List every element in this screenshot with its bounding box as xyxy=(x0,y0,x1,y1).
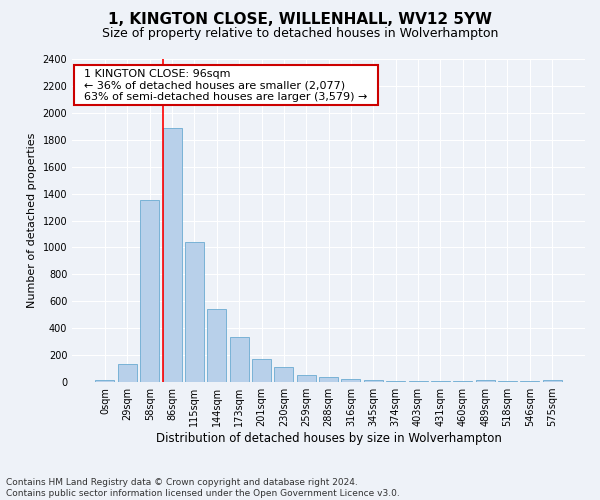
Text: Size of property relative to detached houses in Wolverhampton: Size of property relative to detached ho… xyxy=(102,28,498,40)
X-axis label: Distribution of detached houses by size in Wolverhampton: Distribution of detached houses by size … xyxy=(155,432,502,445)
Bar xyxy=(118,364,137,382)
Bar xyxy=(476,380,494,382)
Bar xyxy=(140,200,159,382)
Bar xyxy=(163,128,182,382)
Text: Contains HM Land Registry data © Crown copyright and database right 2024.
Contai: Contains HM Land Registry data © Crown c… xyxy=(6,478,400,498)
Bar xyxy=(341,380,361,382)
Bar xyxy=(252,359,271,382)
Bar xyxy=(95,380,115,382)
Bar xyxy=(274,368,293,382)
Bar xyxy=(297,374,316,382)
Bar xyxy=(230,337,248,382)
Bar xyxy=(364,380,383,382)
Y-axis label: Number of detached properties: Number of detached properties xyxy=(27,133,37,308)
Bar xyxy=(207,310,226,382)
Bar xyxy=(542,380,562,382)
Bar xyxy=(319,378,338,382)
Text: 1 KINGTON CLOSE: 96sqm
  ← 36% of detached houses are smaller (2,077)
  63% of s: 1 KINGTON CLOSE: 96sqm ← 36% of detached… xyxy=(77,68,374,102)
Bar xyxy=(185,242,204,382)
Text: 1, KINGTON CLOSE, WILLENHALL, WV12 5YW: 1, KINGTON CLOSE, WILLENHALL, WV12 5YW xyxy=(108,12,492,28)
